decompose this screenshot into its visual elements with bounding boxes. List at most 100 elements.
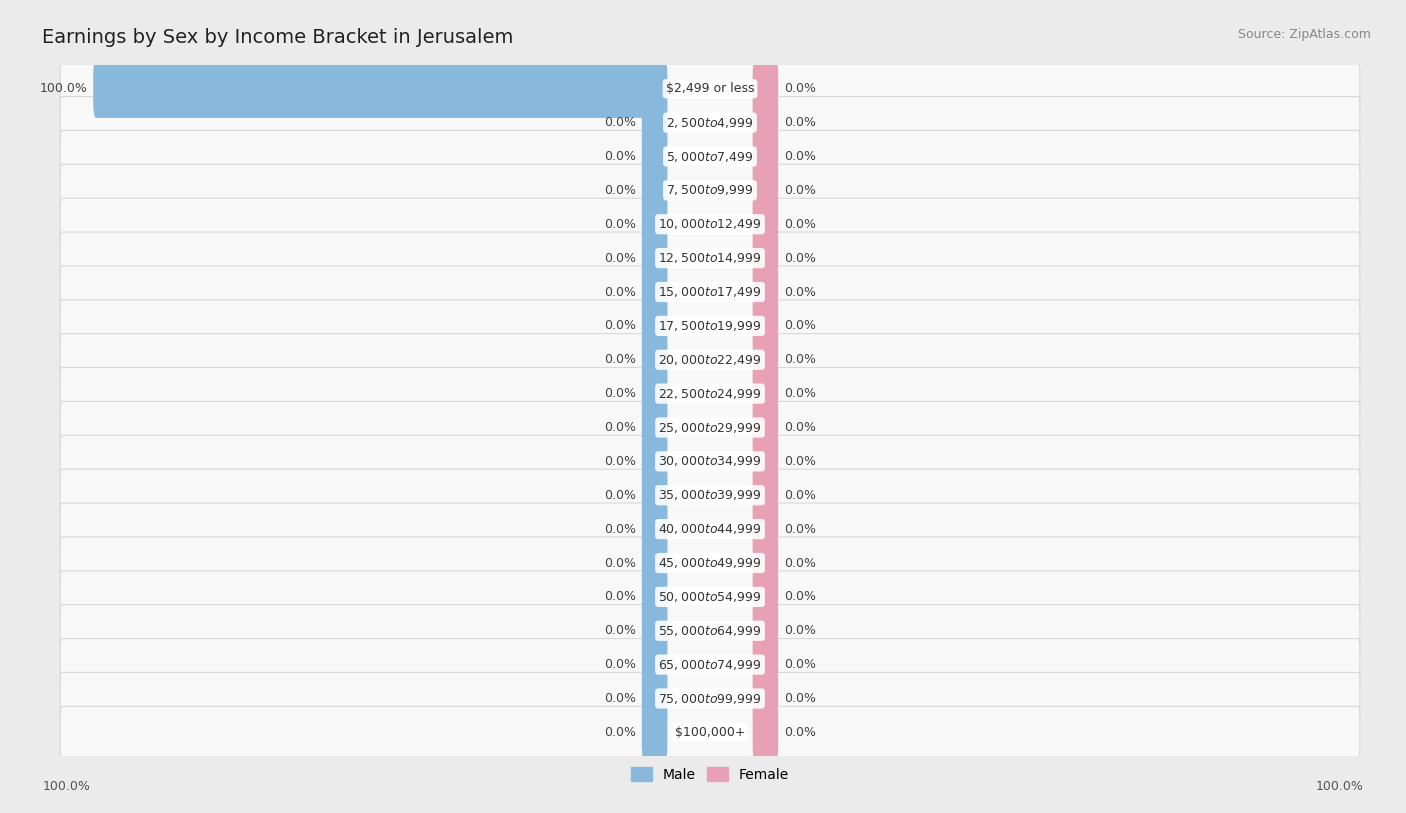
FancyBboxPatch shape: [641, 567, 668, 626]
Text: $22,500 to $24,999: $22,500 to $24,999: [658, 387, 762, 401]
Text: $2,500 to $4,999: $2,500 to $4,999: [666, 115, 754, 129]
Text: $45,000 to $49,999: $45,000 to $49,999: [658, 556, 762, 570]
FancyBboxPatch shape: [752, 703, 779, 762]
FancyBboxPatch shape: [641, 161, 668, 220]
FancyBboxPatch shape: [641, 466, 668, 524]
Text: 0.0%: 0.0%: [785, 252, 815, 264]
FancyBboxPatch shape: [60, 164, 1360, 216]
FancyBboxPatch shape: [60, 266, 1360, 318]
Text: 0.0%: 0.0%: [605, 523, 636, 536]
FancyBboxPatch shape: [641, 93, 668, 152]
Text: $15,000 to $17,499: $15,000 to $17,499: [658, 285, 762, 299]
FancyBboxPatch shape: [60, 300, 1360, 352]
FancyBboxPatch shape: [60, 537, 1360, 589]
Text: 0.0%: 0.0%: [785, 116, 815, 129]
FancyBboxPatch shape: [752, 669, 779, 728]
FancyBboxPatch shape: [60, 333, 1360, 386]
FancyBboxPatch shape: [752, 398, 779, 457]
Text: 0.0%: 0.0%: [785, 659, 815, 671]
FancyBboxPatch shape: [641, 263, 668, 321]
Text: Earnings by Sex by Income Bracket in Jerusalem: Earnings by Sex by Income Bracket in Jer…: [42, 28, 513, 47]
FancyBboxPatch shape: [641, 331, 668, 389]
Text: $25,000 to $29,999: $25,000 to $29,999: [658, 420, 762, 434]
Text: 0.0%: 0.0%: [785, 590, 815, 603]
Text: 0.0%: 0.0%: [785, 387, 815, 400]
FancyBboxPatch shape: [60, 605, 1360, 657]
Text: 0.0%: 0.0%: [785, 523, 815, 536]
FancyBboxPatch shape: [60, 672, 1360, 724]
Text: 0.0%: 0.0%: [605, 218, 636, 231]
Text: $12,500 to $14,999: $12,500 to $14,999: [658, 251, 762, 265]
FancyBboxPatch shape: [752, 128, 779, 185]
FancyBboxPatch shape: [641, 636, 668, 693]
FancyBboxPatch shape: [641, 500, 668, 559]
FancyBboxPatch shape: [60, 571, 1360, 623]
FancyBboxPatch shape: [60, 97, 1360, 149]
FancyBboxPatch shape: [752, 263, 779, 321]
FancyBboxPatch shape: [641, 297, 668, 355]
Text: 0.0%: 0.0%: [785, 150, 815, 163]
Text: 0.0%: 0.0%: [605, 624, 636, 637]
FancyBboxPatch shape: [60, 402, 1360, 454]
FancyBboxPatch shape: [752, 59, 779, 118]
Text: 0.0%: 0.0%: [605, 354, 636, 366]
Text: 0.0%: 0.0%: [605, 489, 636, 502]
FancyBboxPatch shape: [752, 331, 779, 389]
Text: 0.0%: 0.0%: [785, 624, 815, 637]
FancyBboxPatch shape: [641, 433, 668, 490]
FancyBboxPatch shape: [60, 63, 1360, 115]
Text: 0.0%: 0.0%: [605, 590, 636, 603]
FancyBboxPatch shape: [752, 433, 779, 490]
Text: 0.0%: 0.0%: [605, 726, 636, 739]
FancyBboxPatch shape: [60, 435, 1360, 488]
Text: $17,500 to $19,999: $17,500 to $19,999: [658, 319, 762, 333]
Text: $10,000 to $12,499: $10,000 to $12,499: [658, 217, 762, 231]
FancyBboxPatch shape: [60, 469, 1360, 521]
Text: 0.0%: 0.0%: [785, 184, 815, 197]
Text: $20,000 to $22,499: $20,000 to $22,499: [658, 353, 762, 367]
FancyBboxPatch shape: [752, 229, 779, 287]
Text: 0.0%: 0.0%: [785, 285, 815, 298]
Text: $5,000 to $7,499: $5,000 to $7,499: [666, 150, 754, 163]
FancyBboxPatch shape: [641, 128, 668, 185]
FancyBboxPatch shape: [60, 503, 1360, 555]
Text: 0.0%: 0.0%: [605, 455, 636, 467]
FancyBboxPatch shape: [752, 567, 779, 626]
Text: $65,000 to $74,999: $65,000 to $74,999: [658, 658, 762, 672]
FancyBboxPatch shape: [641, 229, 668, 287]
Text: $55,000 to $64,999: $55,000 to $64,999: [658, 624, 762, 637]
FancyBboxPatch shape: [60, 638, 1360, 691]
Text: 0.0%: 0.0%: [785, 320, 815, 333]
FancyBboxPatch shape: [641, 669, 668, 728]
Text: 100.0%: 100.0%: [42, 780, 90, 793]
Text: 0.0%: 0.0%: [785, 557, 815, 569]
Text: 0.0%: 0.0%: [605, 320, 636, 333]
FancyBboxPatch shape: [641, 398, 668, 457]
FancyBboxPatch shape: [641, 703, 668, 762]
Text: 0.0%: 0.0%: [605, 421, 636, 434]
Text: 0.0%: 0.0%: [785, 489, 815, 502]
Text: 0.0%: 0.0%: [785, 218, 815, 231]
FancyBboxPatch shape: [641, 364, 668, 423]
FancyBboxPatch shape: [752, 93, 779, 152]
Text: 100.0%: 100.0%: [1316, 780, 1364, 793]
Text: $100,000+: $100,000+: [675, 726, 745, 739]
FancyBboxPatch shape: [60, 198, 1360, 250]
Text: 0.0%: 0.0%: [605, 252, 636, 264]
Legend: Male, Female: Male, Female: [626, 761, 794, 787]
FancyBboxPatch shape: [641, 195, 668, 254]
Text: 0.0%: 0.0%: [605, 659, 636, 671]
FancyBboxPatch shape: [752, 195, 779, 254]
FancyBboxPatch shape: [752, 534, 779, 592]
Text: 0.0%: 0.0%: [605, 387, 636, 400]
Text: 0.0%: 0.0%: [605, 150, 636, 163]
FancyBboxPatch shape: [752, 602, 779, 660]
FancyBboxPatch shape: [93, 59, 668, 118]
Text: 0.0%: 0.0%: [605, 692, 636, 705]
Text: 100.0%: 100.0%: [39, 82, 87, 95]
Text: $75,000 to $99,999: $75,000 to $99,999: [658, 692, 762, 706]
Text: $30,000 to $34,999: $30,000 to $34,999: [658, 454, 762, 468]
FancyBboxPatch shape: [752, 466, 779, 524]
Text: 0.0%: 0.0%: [605, 116, 636, 129]
FancyBboxPatch shape: [60, 232, 1360, 285]
